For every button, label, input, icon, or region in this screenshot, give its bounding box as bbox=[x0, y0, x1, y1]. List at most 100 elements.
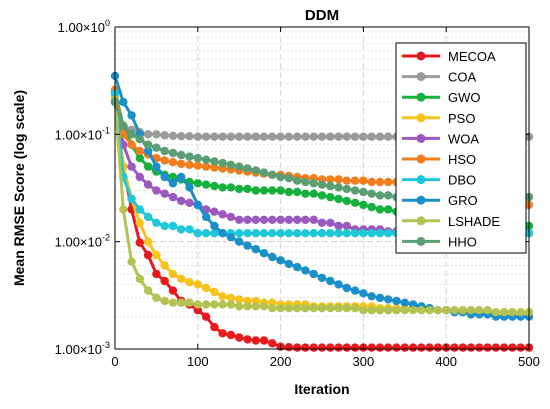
data-point bbox=[359, 200, 368, 210]
data-point bbox=[226, 160, 236, 169]
data-point bbox=[251, 245, 260, 254]
data-point bbox=[334, 175, 343, 184]
data-point bbox=[210, 221, 219, 231]
data-point bbox=[259, 215, 269, 224]
data-point bbox=[152, 130, 161, 139]
data-point bbox=[284, 132, 294, 141]
data-point bbox=[317, 229, 327, 238]
legend-item: LSHADE bbox=[402, 214, 500, 229]
legend-label: LSHADE bbox=[448, 214, 500, 229]
data-point bbox=[342, 229, 351, 238]
legend-swatch-marker bbox=[416, 113, 426, 123]
legend-swatch-marker bbox=[416, 133, 426, 143]
data-point bbox=[334, 221, 343, 231]
data-point bbox=[268, 252, 277, 262]
data-point bbox=[168, 286, 178, 295]
data-point bbox=[293, 343, 302, 352]
data-point bbox=[293, 132, 302, 141]
data-point bbox=[417, 343, 426, 352]
data-point bbox=[392, 343, 401, 352]
data-point bbox=[243, 184, 252, 194]
data-point bbox=[326, 218, 335, 227]
data-point bbox=[168, 158, 178, 167]
data-point bbox=[359, 176, 368, 185]
data-point bbox=[326, 229, 335, 238]
data-point bbox=[367, 202, 376, 212]
data-point bbox=[218, 229, 227, 238]
data-point bbox=[433, 343, 443, 352]
data-point bbox=[359, 306, 368, 315]
data-point bbox=[276, 256, 285, 265]
data-point bbox=[177, 132, 186, 141]
data-point bbox=[193, 161, 202, 170]
data-point bbox=[392, 306, 401, 315]
legend-item: WOA bbox=[402, 131, 479, 146]
data-point bbox=[400, 298, 409, 307]
data-point bbox=[152, 143, 161, 152]
data-point bbox=[177, 159, 186, 169]
x-tick-label: 200 bbox=[270, 354, 292, 369]
data-point bbox=[384, 295, 393, 304]
legend-swatch-marker bbox=[416, 216, 426, 226]
data-point bbox=[160, 276, 169, 286]
data-point bbox=[226, 132, 236, 141]
data-point bbox=[210, 132, 219, 141]
data-point bbox=[350, 198, 360, 207]
data-point bbox=[185, 152, 194, 161]
data-point bbox=[317, 343, 327, 352]
data-point bbox=[185, 298, 194, 307]
data-point bbox=[326, 192, 335, 202]
data-point bbox=[516, 343, 525, 352]
data-point bbox=[210, 229, 219, 238]
data-point bbox=[119, 97, 128, 107]
x-tick-label: 300 bbox=[353, 354, 375, 369]
data-point bbox=[466, 343, 476, 352]
legend-label: GWO bbox=[448, 90, 481, 105]
data-point bbox=[458, 306, 467, 315]
data-point bbox=[309, 304, 318, 313]
data-point bbox=[284, 215, 294, 224]
data-point bbox=[317, 218, 327, 227]
data-point bbox=[342, 343, 351, 352]
data-point bbox=[268, 215, 277, 224]
data-point bbox=[309, 343, 318, 352]
data-point bbox=[500, 308, 509, 317]
data-point bbox=[375, 306, 385, 315]
data-point bbox=[442, 306, 451, 315]
data-point bbox=[160, 156, 169, 165]
data-point bbox=[433, 306, 443, 315]
legend-swatch-marker bbox=[416, 236, 426, 246]
data-point bbox=[235, 302, 244, 311]
data-point bbox=[326, 181, 335, 191]
data-point bbox=[293, 304, 302, 313]
data-point bbox=[309, 179, 318, 188]
data-point bbox=[193, 132, 202, 141]
legend-label: HHO bbox=[448, 234, 477, 249]
data-point bbox=[210, 157, 219, 166]
data-point bbox=[193, 200, 202, 210]
data-point bbox=[350, 186, 360, 195]
data-point bbox=[160, 172, 169, 182]
data-point bbox=[350, 304, 360, 313]
data-point bbox=[127, 111, 136, 120]
data-point bbox=[168, 298, 178, 307]
data-point bbox=[119, 205, 128, 214]
data-point bbox=[342, 304, 351, 313]
series-lshade bbox=[110, 95, 534, 317]
x-tick-label: 400 bbox=[435, 354, 457, 369]
data-point bbox=[160, 221, 169, 231]
data-point bbox=[367, 189, 376, 198]
data-point bbox=[326, 276, 335, 286]
data-point bbox=[367, 292, 376, 301]
data-point bbox=[301, 132, 310, 141]
chart-title: DDM bbox=[305, 7, 339, 24]
data-point bbox=[127, 194, 136, 204]
data-point bbox=[218, 183, 227, 192]
data-point bbox=[317, 191, 327, 200]
data-point bbox=[218, 210, 227, 219]
data-point bbox=[309, 189, 318, 198]
data-point bbox=[301, 215, 310, 224]
data-point bbox=[226, 212, 236, 222]
data-point bbox=[193, 179, 202, 188]
data-point bbox=[367, 132, 376, 141]
